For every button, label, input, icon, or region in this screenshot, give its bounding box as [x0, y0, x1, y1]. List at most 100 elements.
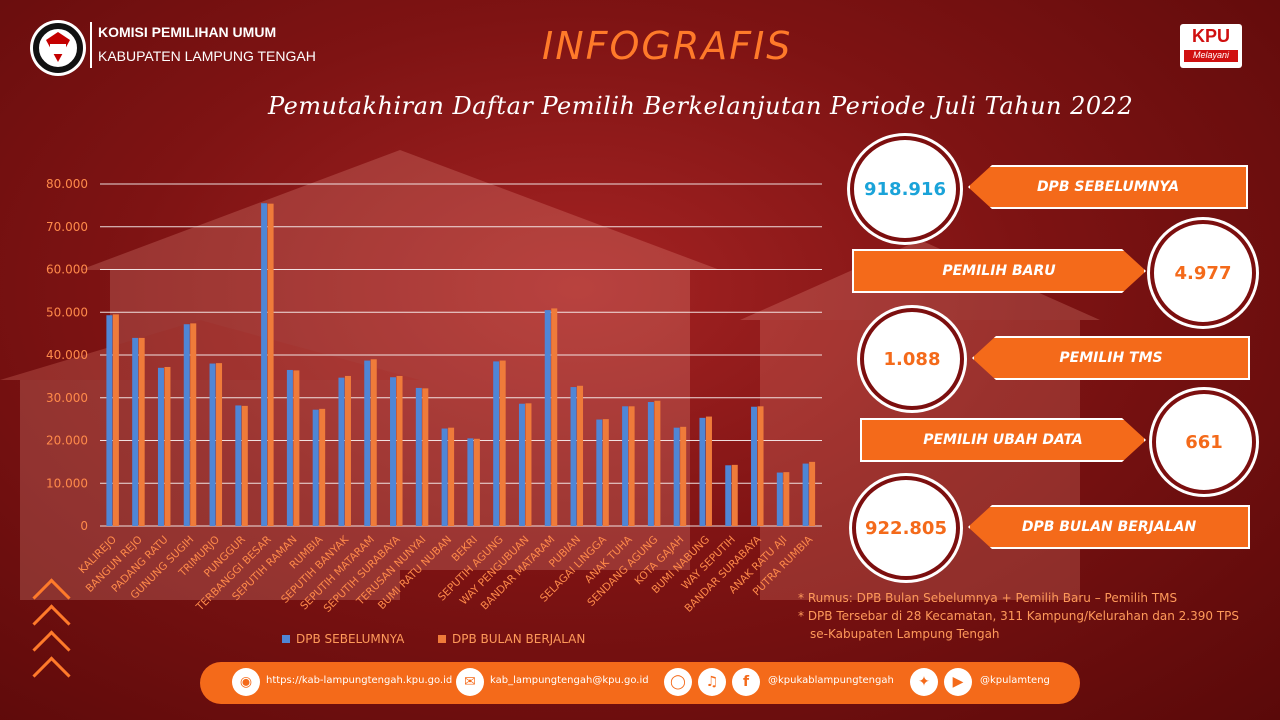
bar-dpb-bulan-berjalan — [138, 337, 145, 526]
bar-dpb-sebelumnya — [441, 428, 448, 526]
bar-dpb-bulan-berjalan — [731, 464, 738, 526]
note-region: se-Kabupaten Lampung Tengah — [810, 627, 1000, 641]
bar-dpb-sebelumnya — [390, 377, 397, 526]
bar-dpb-bulan-berjalan — [473, 438, 480, 526]
bar-dpb-bulan-berjalan — [654, 400, 661, 526]
bar-dpb-bulan-berjalan — [190, 323, 197, 526]
bar-dpb-bulan-berjalan — [396, 375, 403, 526]
bar-dpb-bulan-berjalan — [525, 403, 532, 526]
bar-dpb-bulan-berjalan — [216, 363, 223, 526]
y-tick-label: 80.000 — [46, 177, 88, 191]
email-link[interactable]: kab_lampungtengah@kpu.go.id — [490, 675, 649, 686]
infographic-title: INFOGRAFIS — [542, 24, 793, 68]
bar-dpb-sebelumnya — [132, 337, 139, 526]
stat-label-dpb-sebelumnya: DPB SEBELUMNYA — [968, 165, 1248, 209]
y-tick-label: 70.000 — [46, 220, 88, 234]
website-link[interactable]: https://kab-lampungtengah.kpu.go.id — [266, 675, 453, 686]
stat-label-pemilih-tms: PEMILIH TMS — [972, 336, 1250, 380]
social-handle[interactable]: @kpukablampungtengah — [768, 675, 894, 686]
bar-dpb-sebelumnya — [415, 387, 422, 526]
bar-dpb-sebelumnya — [596, 419, 603, 526]
bar-dpb-sebelumnya — [518, 403, 525, 526]
stat-value-pemilih-baru: 4.977 — [1150, 220, 1256, 326]
bar-dpb-bulan-berjalan — [448, 427, 455, 526]
bar-dpb-bulan-berjalan — [164, 366, 171, 526]
note-formula: * Rumus: DPB Bulan Sebelumnya + Pemilih … — [798, 591, 1178, 605]
globe-icon[interactable]: ◉ — [232, 668, 260, 696]
legend-label-series1: DPB SEBELUMNYA — [296, 632, 405, 646]
bar-dpb-bulan-berjalan — [344, 375, 351, 526]
chevron-up-icon — [32, 656, 71, 695]
bar-dpb-bulan-berjalan — [705, 416, 712, 526]
stat-value-pemilih-tms: 1.088 — [860, 308, 964, 410]
bar-dpb-bulan-berjalan — [757, 406, 764, 526]
badge-bottom-text: Melayani — [1184, 50, 1238, 62]
legend-item-series2: DPB BULAN BERJALAN — [438, 632, 585, 646]
twitter-handle[interactable]: @kpulamteng — [980, 675, 1050, 686]
bar-dpb-sebelumnya — [776, 472, 783, 526]
footer-bar: ◉ https://kab-lampungtengah.kpu.go.id ✉ … — [200, 662, 1080, 704]
infographic-subtitle: Pemutakhiran Daftar Pemilih Berkelanjuta… — [268, 92, 1134, 120]
bar-dpb-bulan-berjalan — [783, 472, 790, 526]
bar-dpb-sebelumnya — [106, 315, 113, 526]
twitter-icon[interactable]: ✦ — [910, 668, 938, 696]
bar-dpb-sebelumnya — [209, 363, 216, 526]
bar-dpb-bulan-berjalan — [241, 405, 248, 526]
bar-dpb-sebelumnya — [725, 465, 732, 526]
y-tick-label: 0 — [80, 519, 88, 533]
bar-dpb-sebelumnya — [544, 310, 551, 526]
bar-dpb-sebelumnya — [673, 427, 680, 526]
y-tick-label: 50.000 — [46, 305, 88, 319]
instagram-icon[interactable]: ◯ — [664, 668, 692, 696]
badge-top-text: KPU — [1191, 26, 1230, 46]
bar-dpb-bulan-berjalan — [628, 406, 635, 526]
mail-icon[interactable]: ✉ — [456, 668, 484, 696]
stat-label-pemilih-baru: PEMILIH BARU — [852, 249, 1146, 293]
note-distribution: * DPB Tersebar di 28 Kecamatan, 311 Kamp… — [798, 609, 1239, 623]
y-tick-label: 10.000 — [46, 476, 88, 490]
bar-dpb-bulan-berjalan — [577, 385, 584, 526]
bar-dpb-bulan-berjalan — [809, 461, 816, 526]
bar-dpb-bulan-berjalan — [370, 359, 377, 526]
bar-dpb-bulan-berjalan — [499, 360, 506, 526]
notes: * Rumus: DPB Bulan Sebelumnya + Pemilih … — [798, 589, 1268, 643]
bar-dpb-sebelumnya — [467, 438, 474, 526]
kpu-logo-icon — [30, 20, 86, 76]
bar-dpb-sebelumnya — [647, 402, 654, 526]
bar-dpb-sebelumnya — [157, 367, 164, 526]
legend-swatch-orange — [438, 635, 446, 643]
bar-dpb-sebelumnya — [286, 369, 293, 526]
y-tick-label: 30.000 — [46, 391, 88, 405]
stat-value-dpb-bulan-berjalan: 922.805 — [852, 476, 960, 580]
legend-label-series2: DPB BULAN BERJALAN — [452, 632, 586, 646]
kpu-melayani-badge: KPU Melayani — [1180, 24, 1242, 68]
tiktok-icon[interactable]: ♫ — [698, 668, 726, 696]
facebook-icon[interactable]: f — [732, 668, 760, 696]
bar-dpb-sebelumnya — [570, 387, 577, 526]
y-tick-label: 60.000 — [46, 263, 88, 277]
bar-dpb-sebelumnya — [261, 203, 268, 527]
bar-dpb-bulan-berjalan — [293, 370, 300, 526]
bar-dpb-bulan-berjalan — [680, 426, 687, 526]
y-tick-label: 40.000 — [46, 348, 88, 362]
stat-value-pemilih-ubah-data: 661 — [1152, 390, 1256, 494]
bar-dpb-sebelumnya — [183, 324, 190, 526]
stat-label-pemilih-ubah-data: PEMILIH UBAH DATA — [860, 418, 1146, 462]
org-region: KABUPATEN LAMPUNG TENGAH — [98, 48, 316, 64]
bar-dpb-sebelumnya — [802, 463, 809, 526]
bar-dpb-bulan-berjalan — [319, 408, 326, 526]
bar-dpb-sebelumnya — [493, 361, 500, 526]
bar-dpb-bulan-berjalan — [112, 314, 119, 526]
bar-dpb-sebelumnya — [338, 377, 345, 526]
bar-dpb-bulan-berjalan — [551, 308, 558, 526]
bar-dpb-sebelumnya — [312, 409, 319, 526]
bar-dpb-sebelumnya — [751, 406, 758, 526]
org-name: KOMISI PEMILIHAN UMUM — [98, 24, 277, 40]
bar-dpb-sebelumnya — [364, 360, 371, 526]
bar-dpb-sebelumnya — [235, 405, 242, 526]
youtube-icon[interactable]: ▶ — [944, 668, 972, 696]
legend-item-series1: DPB SEBELUMNYA — [282, 632, 404, 646]
bar-dpb-sebelumnya — [699, 417, 706, 526]
